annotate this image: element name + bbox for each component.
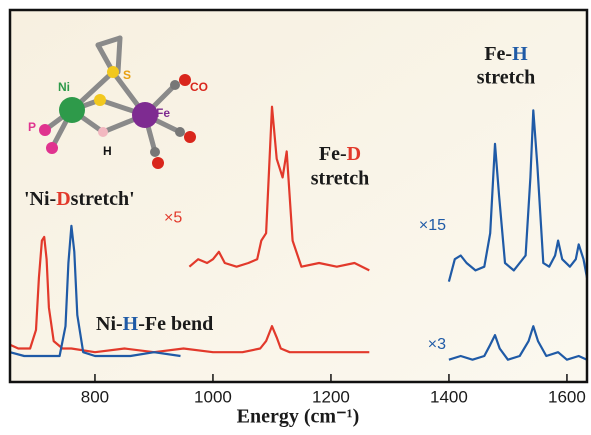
x-tick-label: 1600 [548,387,586,406]
annotation: stretch [311,168,370,190]
x-tick-label: 800 [81,387,109,406]
scale-label: ×15 [419,217,446,234]
x-tick-label: 1400 [430,387,468,406]
annotation: stretch [477,67,536,89]
atom-label: CO [190,80,208,94]
x-tick-label: 1200 [312,387,350,406]
annotation: Fe-D [319,143,361,165]
atom-label: P [28,120,36,134]
atom-label: Fe [156,106,170,120]
atom-label: H [103,144,112,158]
x-tick-label: 1000 [194,387,232,406]
annotation: Fe-H [484,43,528,65]
x-axis-label: Energy (cm⁻¹) [237,406,360,428]
chart: Ni S CO Fe P H 'Ni-Dstretch' Fe-D stretc… [0,0,591,435]
annotation: Ni-H-Fe bend [96,313,213,335]
scale-label: ×3 [428,336,446,353]
annotation: 'Ni-Dstretch' [24,188,135,210]
atom-label: Ni [58,80,70,94]
atom-label: S [123,68,131,82]
scale-label: ×5 [164,210,182,227]
